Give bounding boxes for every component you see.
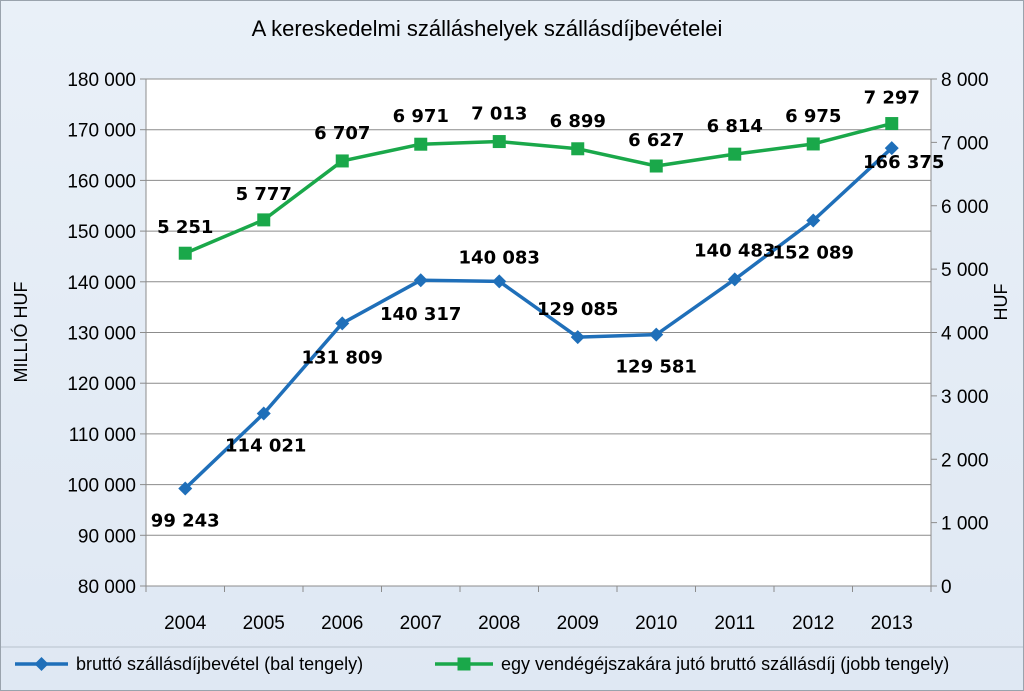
x-tick-label: 2006: [321, 613, 363, 634]
data-label: 6 627: [628, 130, 684, 151]
data-point-square: [414, 137, 428, 151]
data-label: 140 317: [380, 304, 461, 325]
data-point-diamond: [256, 406, 271, 421]
data-label: 129 581: [616, 357, 697, 378]
data-point-square: [335, 154, 349, 168]
y-tick-label: 100 000: [67, 476, 136, 497]
y-tick-label: 140 000: [67, 273, 136, 294]
data-label: 99 243: [151, 510, 220, 531]
data-point-square: [885, 117, 899, 131]
legend: bruttó szállásdíjbevétel (bal tengely) eg…: [1, 646, 1023, 674]
y-tick-label: 130 000: [67, 324, 136, 345]
data-label: 6 971: [393, 106, 449, 127]
y2-tick-label: 2 000: [941, 450, 989, 471]
x-tick-label: 2007: [400, 613, 442, 634]
data-point-square: [728, 147, 742, 161]
y-axis-label: MILLIÓ HUF: [10, 281, 31, 382]
data-label: 6 814: [707, 116, 763, 137]
y2-tick-label: 8 000: [941, 70, 989, 91]
data-point-square: [178, 246, 192, 260]
x-tick-label: 2011: [714, 613, 755, 634]
data-point-diamond: [649, 327, 664, 342]
data-point-diamond: [884, 141, 899, 156]
data-label: 7 297: [864, 88, 920, 109]
data-label: 140 483: [694, 240, 775, 261]
y2-tick-label: 6 000: [941, 197, 989, 218]
data-label: 166 375: [863, 152, 944, 173]
tick-labels: 80 000 90 000 100 000 110 000 120 000 130 000…: [67, 70, 988, 634]
x-tick-label: 2008: [478, 613, 520, 634]
data-label: 5 777: [236, 184, 292, 205]
y-tick-label: 180 000: [67, 70, 136, 91]
data-point-diamond: [335, 316, 350, 331]
chart-title: A kereskedelmi szálláshelyek szállásdíjb…: [252, 16, 723, 41]
data-point-diamond: [178, 481, 193, 496]
y2-tick-label: 7 000: [941, 133, 989, 154]
legend-marker-diamond: [34, 657, 49, 671]
y2-tick-label: 0: [941, 577, 952, 598]
data-point-diamond: [727, 272, 742, 287]
axes: [140, 78, 937, 592]
legend-label: egy vendégéjszakára jutó bruttó szállásd…: [501, 654, 949, 674]
data-label: 140 083: [459, 247, 540, 268]
data-point-diamond: [570, 330, 585, 345]
data-point-diamond: [492, 274, 507, 289]
x-tick-label: 2005: [243, 613, 285, 634]
y-tick-label: 160 000: [67, 171, 136, 192]
y2-axis-label: HUF: [991, 284, 1011, 321]
data-point-diamond: [413, 273, 428, 288]
y-tick-label: 110 000: [69, 425, 136, 446]
y2-tick-label: 1 000: [941, 514, 989, 535]
data-label: 152 089: [773, 243, 854, 264]
y-tick-label: 120 000: [67, 374, 136, 395]
series-line: [184, 121, 893, 255]
data-label: 6 899: [550, 111, 606, 132]
data-point-square: [257, 213, 271, 227]
data-label: 129 085: [537, 299, 618, 320]
y-tick-label: 80 000: [78, 577, 136, 598]
x-tick-label: 2009: [557, 613, 599, 634]
data-point-square: [571, 142, 585, 156]
series-lines: [178, 117, 899, 496]
y-tick-label: 90 000: [78, 526, 136, 547]
data-point-square: [492, 135, 506, 149]
x-tick-label: 2010: [635, 613, 677, 634]
data-label: 6 707: [314, 123, 370, 144]
data-label: 5 251: [157, 217, 213, 238]
data-label: 131 809: [302, 347, 383, 368]
y2-tick-label: 5 000: [941, 260, 989, 281]
y2-tick-label: 4 000: [941, 324, 989, 345]
data-point-square: [806, 137, 820, 151]
data-label: 6 975: [785, 106, 841, 127]
legend-marker-square: [457, 657, 471, 671]
data-point-square: [649, 159, 663, 173]
x-tick-label: 2012: [792, 613, 834, 634]
y-tick-label: 150 000: [67, 222, 136, 243]
y-tick-label: 170 000: [67, 121, 136, 142]
series-line: [184, 146, 893, 490]
x-tick-label: 2013: [871, 613, 913, 634]
data-label: 114 021: [225, 436, 306, 457]
legend-label: bruttó szállásdíjbevétel (bal tengely): [76, 654, 363, 674]
data-point-diamond: [806, 213, 821, 228]
data-labels: 99 243 114 021 131 809 140 317 140 083 129 08…: [151, 88, 945, 532]
x-tick-label: 2004: [164, 613, 207, 634]
data-label: 7 013: [471, 104, 527, 125]
y2-tick-label: 3 000: [941, 387, 989, 408]
